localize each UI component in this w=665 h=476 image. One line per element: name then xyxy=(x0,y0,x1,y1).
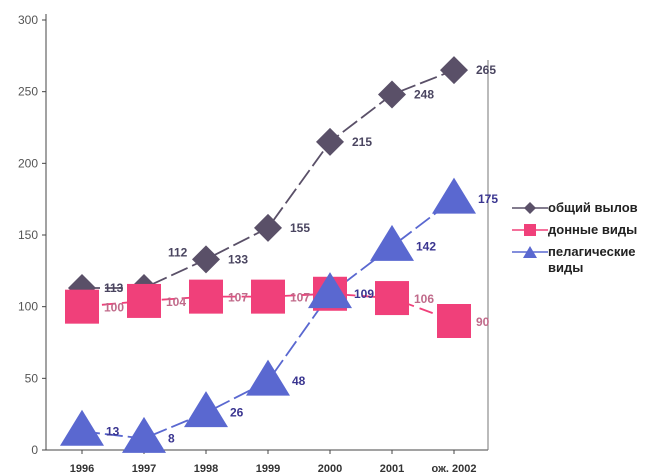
triangle-point xyxy=(60,409,104,446)
data-label: 155 xyxy=(290,221,310,235)
triangle-point xyxy=(184,391,228,428)
data-label: 26 xyxy=(230,406,244,420)
legend-diamond-marker-icon xyxy=(512,200,548,216)
chart-legend: общий вылов донные виды пелагические вид… xyxy=(512,200,662,284)
data-label: 106 xyxy=(414,292,434,306)
y-tick-label: 50 xyxy=(25,371,39,385)
data-label: 142 xyxy=(416,239,436,253)
x-tick-label: 1998 xyxy=(194,463,218,475)
square-point xyxy=(65,289,99,324)
y-tick-label: 100 xyxy=(18,300,38,314)
x-tick-label: 1997 xyxy=(132,463,156,475)
legend-item-pelagic-species: пелагические виды xyxy=(512,244,662,284)
data-label: 104 xyxy=(166,295,186,309)
y-tick-label: 200 xyxy=(18,156,38,170)
legend-label: донные виды xyxy=(548,222,638,237)
data-label: 13 xyxy=(106,424,120,438)
square-point xyxy=(251,279,285,314)
square-point xyxy=(127,283,161,318)
data-label: 90 xyxy=(476,315,490,329)
diamond-point xyxy=(316,127,344,156)
data-label: 48 xyxy=(292,374,306,388)
data-label: 100 xyxy=(104,301,124,315)
square-point xyxy=(189,279,223,314)
data-label: 109 xyxy=(354,287,374,301)
annotation-label: 112 xyxy=(168,245,188,259)
legend-item-total-catch: общий вылов xyxy=(512,200,662,222)
legend-square-marker-icon xyxy=(512,222,548,238)
data-label: 8 xyxy=(168,432,175,446)
x-tick-label: ож. 2002 xyxy=(432,463,477,475)
diamond-point xyxy=(192,245,220,274)
data-label: 175 xyxy=(478,192,498,206)
legend-triangle-marker-icon xyxy=(512,244,548,260)
data-label: 113 xyxy=(104,281,124,295)
triangle-point xyxy=(432,177,476,214)
diamond-point xyxy=(378,80,406,109)
legend-item-bottom-species: донные виды xyxy=(512,222,662,244)
y-tick-label: 0 xyxy=(31,443,38,457)
x-tick-label: 1999 xyxy=(256,463,280,475)
data-label: 107 xyxy=(290,291,310,305)
y-tick-label: 250 xyxy=(18,85,38,99)
square-point xyxy=(375,281,409,316)
data-label: 265 xyxy=(476,63,496,77)
triangle-point xyxy=(246,359,290,396)
y-tick-label: 150 xyxy=(18,228,38,242)
x-tick-label: 2000 xyxy=(318,463,342,475)
x-tick-label: 1996 xyxy=(70,463,94,475)
triangle-point xyxy=(122,416,166,453)
data-label: 248 xyxy=(414,88,434,102)
triangle-point xyxy=(370,224,414,261)
data-label: 215 xyxy=(352,135,372,149)
legend-label: общий вылов xyxy=(548,200,638,215)
square-point xyxy=(437,304,471,338)
data-label: 133 xyxy=(228,252,248,266)
diamond-point xyxy=(254,213,282,242)
x-tick-label: 2001 xyxy=(380,463,404,475)
y-tick-label: 300 xyxy=(18,13,38,27)
legend-label: пелагические виды xyxy=(548,244,636,275)
triangle-point xyxy=(308,272,352,309)
diamond-point xyxy=(440,56,468,85)
data-label: 107 xyxy=(228,291,248,305)
